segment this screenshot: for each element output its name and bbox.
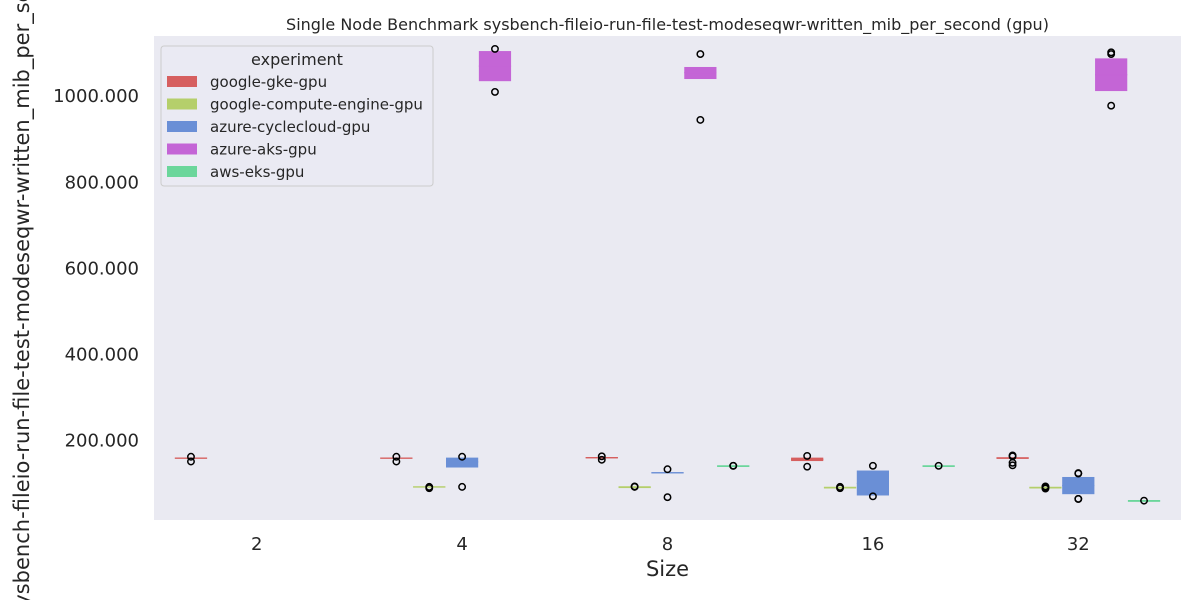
- x-tick-label: 8: [662, 534, 673, 555]
- outlier-google-gke-gpu-2: [187, 457, 195, 466]
- x-tick-label: 32: [1067, 534, 1090, 555]
- outlier-google-gke-gpu-2: [187, 452, 195, 461]
- outlier-azure-cyclecloud-gpu-32: [1074, 469, 1083, 478]
- legend: experiment google-gke-gpu google-compute-…: [160, 45, 434, 187]
- x-axis-label: Size: [646, 557, 689, 581]
- y-tick-label: 1000.000: [53, 86, 139, 107]
- outlier-google-compute-engine-gpu-16: [836, 482, 844, 491]
- outlier-google-gke-gpu-4: [392, 452, 401, 461]
- legend-label-azure-aks-gpu: azure-aks-gpu: [210, 141, 317, 159]
- outlier-google-gke-gpu-32: [1008, 451, 1017, 460]
- y-tick-label: 400.000: [65, 344, 139, 365]
- x-axis-ticks: 2 4 8 16 32: [251, 534, 1090, 555]
- outlier-aws-eks-gpu-32: [1140, 496, 1148, 505]
- legend-title: experiment: [251, 50, 343, 69]
- legend-label-aws-eks-gpu: aws-eks-gpu: [210, 163, 304, 181]
- outlier-google-compute-engine-gpu-4: [425, 482, 434, 491]
- legend-frame: [160, 45, 434, 187]
- outlier-azure-aks-gpu-4: [491, 87, 499, 96]
- x-tick-label: 16: [861, 534, 884, 555]
- legend-label-azure-cyclecloud-gpu: azure-cyclecloud-gpu: [210, 118, 370, 136]
- y-axis-ticks: 200.000 400.000 600.000 800.000 1000.000: [53, 86, 139, 451]
- y-tick-label: 200.000: [65, 430, 139, 451]
- legend-swatch-google-compute-engine-gpu: [167, 98, 197, 110]
- legend-label-google-compute-engine-gpu: google-compute-engine-gpu: [210, 96, 423, 114]
- outlier-google-gke-gpu-16: [803, 462, 812, 471]
- outlier-azure-cyclecloud-gpu-4: [458, 482, 467, 491]
- outlier-azure-cyclecloud-gpu-32: [1074, 494, 1083, 503]
- outlier-google-gke-gpu-4: [392, 457, 401, 466]
- outlier-google-gke-gpu-32: [1008, 461, 1017, 470]
- outlier-azure-aks-gpu-4: [491, 44, 499, 53]
- outlier-aws-eks-gpu-16: [934, 461, 943, 470]
- y-axis-label: sysbench-fileio-run-file-test-modeseqwr-…: [10, 0, 35, 600]
- outlier-azure-aks-gpu-32: [1107, 101, 1116, 110]
- outlier-google-gke-gpu-16: [803, 451, 812, 460]
- outlier-azure-cyclecloud-gpu-8: [663, 465, 672, 474]
- outlier-google-gke-gpu-8: [597, 455, 606, 464]
- outliers-layer: [187, 44, 1148, 505]
- outlier-google-compute-engine-gpu-8: [630, 482, 639, 491]
- x-tick-label: 4: [456, 534, 467, 555]
- outlier-azure-cyclecloud-gpu-16: [868, 492, 877, 501]
- box-azure-cyclecloud-gpu-4: [445, 457, 479, 468]
- legend-swatch-google-gke-gpu: [167, 76, 197, 87]
- outlier-azure-aks-gpu-8: [696, 115, 705, 124]
- boxes-layer: [174, 51, 1161, 502]
- y-tick-label: 600.000: [65, 258, 139, 279]
- outlier-aws-eks-gpu-8: [729, 461, 738, 470]
- legend-swatch-azure-aks-gpu: [167, 143, 197, 155]
- outlier-azure-cyclecloud-gpu-8: [663, 493, 672, 502]
- outlier-azure-cyclecloud-gpu-4: [458, 452, 467, 461]
- outlier-google-compute-engine-gpu-32: [1041, 482, 1050, 491]
- y-tick-label: 800.000: [65, 172, 139, 193]
- x-tick-label: 2: [251, 534, 262, 555]
- legend-swatch-azure-cyclecloud-gpu: [167, 121, 197, 132]
- outlier-azure-aks-gpu-32: [1107, 48, 1116, 57]
- outlier-azure-aks-gpu-8: [696, 50, 705, 59]
- outlier-azure-cyclecloud-gpu-16: [868, 461, 877, 470]
- legend-items: google-gke-gpu google-compute-engine-gpu a…: [167, 73, 423, 181]
- chart-title: Single Node Benchmark sysbench-fileio-ru…: [286, 15, 1049, 35]
- legend-label-google-gke-gpu: google-gke-gpu: [210, 73, 327, 91]
- legend-swatch-aws-eks-gpu: [167, 166, 197, 177]
- outlier-google-gke-gpu-8: [597, 452, 606, 461]
